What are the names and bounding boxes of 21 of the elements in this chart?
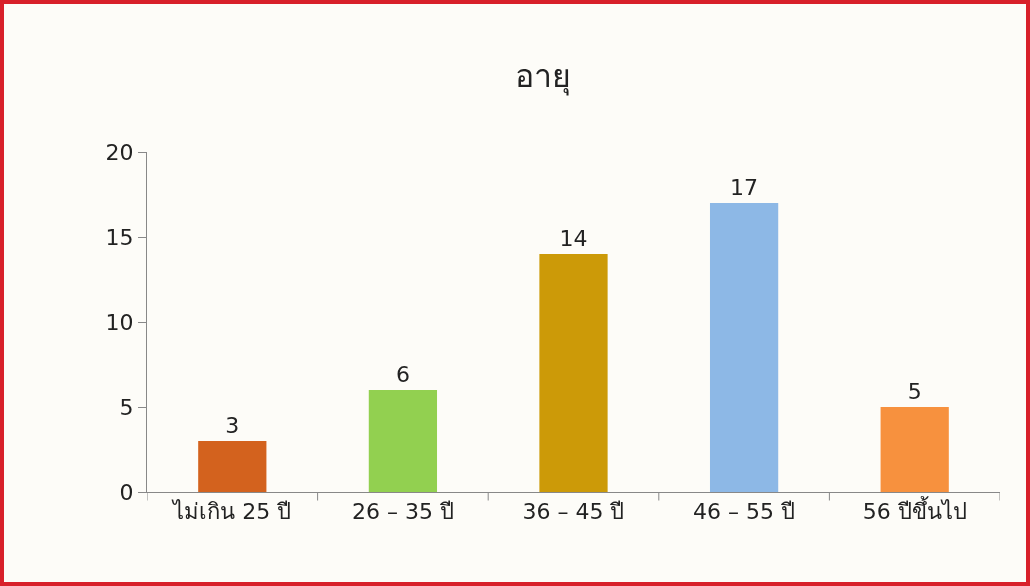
- bar: [709, 203, 779, 492]
- y-tick-label: 0: [119, 479, 134, 505]
- bar: [880, 407, 949, 492]
- x-tick-label: 46 – 55 ปี: [693, 499, 796, 525]
- x-tick-label: 56 ปีขึ้นไป: [862, 496, 967, 525]
- data-label: 14: [559, 226, 588, 251]
- chart-title: อายุ: [514, 57, 571, 97]
- y-tick-label: 5: [119, 394, 134, 420]
- bar: [198, 441, 267, 492]
- x-tick-label: 36 – 45 ปี: [522, 499, 625, 525]
- bar: [368, 390, 438, 492]
- y-tick-label: 20: [105, 139, 134, 165]
- data-label: 6: [395, 362, 410, 387]
- x-tick-label: 26 – 35 ปี: [351, 499, 454, 525]
- data-label: 5: [907, 379, 922, 404]
- data-label: 3: [225, 413, 240, 438]
- y-tick-label: 15: [105, 224, 134, 250]
- y-tick-label: 10: [105, 309, 134, 335]
- data-label: 17: [730, 175, 759, 200]
- bar: [539, 254, 608, 492]
- x-tick-label: ไม่เกิน 25 ปี: [171, 499, 292, 525]
